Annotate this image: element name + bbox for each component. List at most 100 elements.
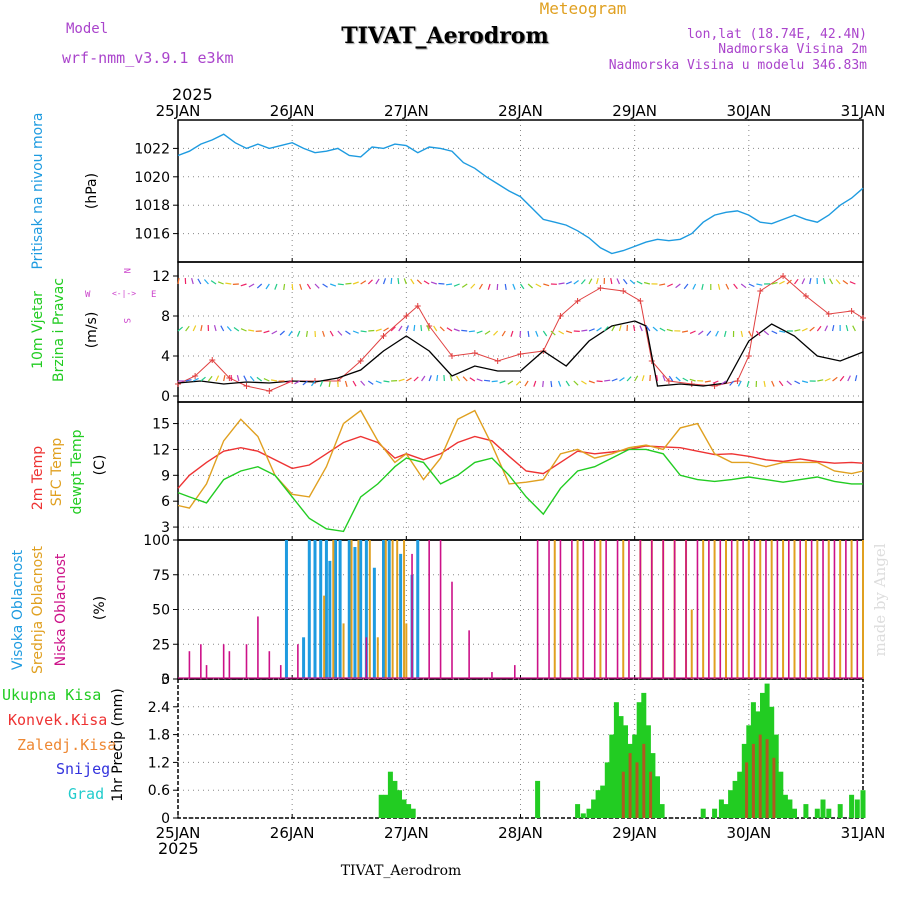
- wind-speed-line: [177, 320, 864, 387]
- pressure-axis-labels: Pritisak na nivou mora (hPa): [30, 112, 100, 269]
- temp-sfc-line: [177, 409, 864, 509]
- wind-arrow: [809, 277, 812, 285]
- wind-arrow: [565, 380, 570, 387]
- top-time-label: 29JAN: [612, 102, 657, 120]
- precip-total-bar: [636, 702, 642, 818]
- wind-arrow: [845, 325, 849, 332]
- wind-arrow: [603, 326, 609, 332]
- wind-gust-marker: [597, 285, 604, 291]
- wind-arrow: [786, 380, 792, 386]
- precip-plot: [378, 683, 866, 818]
- wind-arrow: [197, 278, 202, 285]
- wind-gust-marker: [403, 313, 410, 319]
- wind-arrow: [801, 327, 808, 332]
- precip-total-bar: [591, 799, 597, 818]
- wind-arrow: [294, 380, 301, 385]
- wind-arrow: [755, 330, 761, 337]
- wind-arrow: [683, 283, 689, 290]
- wind-arrow: [510, 330, 514, 337]
- wind-gust-marker: [802, 293, 809, 299]
- wind-arrow: [453, 328, 460, 332]
- wind-arrow: [626, 376, 632, 382]
- wind-arrow: [455, 375, 461, 382]
- cloud-mid-label: Srednja Oblacnost: [30, 546, 46, 674]
- wind-arrow: [397, 277, 400, 285]
- wind-arrow: [398, 378, 405, 382]
- wind-arrow: [689, 378, 696, 382]
- wind-arrow: [596, 327, 602, 332]
- wind-arrow: [535, 330, 539, 337]
- wind-arrow: [428, 375, 432, 382]
- wind-arrow: [639, 325, 643, 332]
- wind-gust-marker: [745, 353, 752, 359]
- wind-arrow: [692, 283, 697, 290]
- wind-arrow: [233, 327, 240, 332]
- wind-arrow: [588, 380, 595, 384]
- wind-arrow: [832, 376, 838, 382]
- wind-arrow: [484, 330, 491, 335]
- precip-ytick-label: 1.2: [148, 755, 170, 771]
- bottom-time-label: 25JAN: [156, 824, 201, 842]
- wind-arrow: [405, 325, 409, 332]
- wind-arrow: [436, 375, 439, 382]
- pressure-unit-label: (hPa): [84, 173, 100, 209]
- precip-total-bar: [718, 799, 724, 818]
- wind-arrow: [668, 375, 674, 382]
- wind-arrow: [225, 282, 232, 285]
- precip-total-bar: [650, 753, 656, 818]
- wind-arrow: [446, 327, 453, 332]
- wind-arrow: [220, 325, 225, 332]
- wind-arrow: [852, 325, 856, 332]
- precip-conv-bar: [765, 739, 769, 818]
- chart-kind-title: Meteogram: [540, 0, 627, 18]
- wind-arrow: [596, 380, 603, 383]
- wind-arrow: [368, 329, 375, 332]
- wind-ytick-label: 12: [152, 269, 170, 285]
- wind-arrow: [256, 283, 263, 289]
- wind-arrow: [512, 283, 516, 290]
- pressure-plot: [177, 133, 864, 255]
- wind-arrow: [847, 375, 851, 382]
- wind-arrow: [610, 277, 613, 285]
- wind-arrow: [383, 327, 389, 332]
- wind-arrow: [360, 280, 367, 285]
- temp-ytick-label: 15: [152, 417, 170, 433]
- pressure-line: [177, 133, 864, 255]
- wind-arrow: [659, 327, 666, 332]
- wind-arrow: [478, 283, 483, 290]
- wind-arrow: [763, 330, 770, 336]
- wind-arrow: [618, 325, 622, 332]
- wind-arrow: [493, 330, 499, 336]
- wind-arrow: [398, 325, 403, 332]
- precip-total-bar: [820, 799, 826, 818]
- wind-arrow: [390, 277, 393, 285]
- wind-arrow: [491, 380, 498, 383]
- wind-arrow: [470, 283, 476, 289]
- bottom-time-label: 30JAN: [726, 824, 771, 842]
- wind-arrow: [801, 380, 809, 384]
- precip-ytick-label: 0.6: [148, 783, 170, 799]
- precip-total-bar: [392, 780, 398, 818]
- wind-arrow: [469, 377, 476, 382]
- wind-arrow: [733, 283, 738, 290]
- precip-total-bar: [737, 771, 743, 818]
- top-time-label: 28JAN: [498, 102, 543, 120]
- bottom-time-label: 29JAN: [612, 824, 657, 842]
- cloud-ytick-label: 0: [161, 672, 170, 688]
- cloud-ytick-label: 100: [143, 533, 170, 549]
- wind-arrow: [410, 278, 415, 285]
- wind-arrow: [263, 378, 270, 382]
- wind-arrow: [248, 329, 255, 332]
- precip-total-bar: [575, 804, 581, 818]
- precip-unit-label: 1hr Precip (mm): [110, 688, 126, 801]
- wind-arrow: [504, 283, 507, 290]
- wind-arrow: [213, 325, 217, 332]
- wind-arrow: [236, 375, 240, 382]
- wind-arrow: [794, 278, 799, 285]
- wind-gust-marker: [688, 381, 695, 387]
- precip-total-bar: [732, 780, 738, 818]
- wind-arrow: [771, 380, 775, 387]
- pressure-series-label: Pritisak na nivou mora: [30, 112, 46, 269]
- wind-arrow: [667, 283, 673, 288]
- precip-total-bar: [723, 804, 729, 818]
